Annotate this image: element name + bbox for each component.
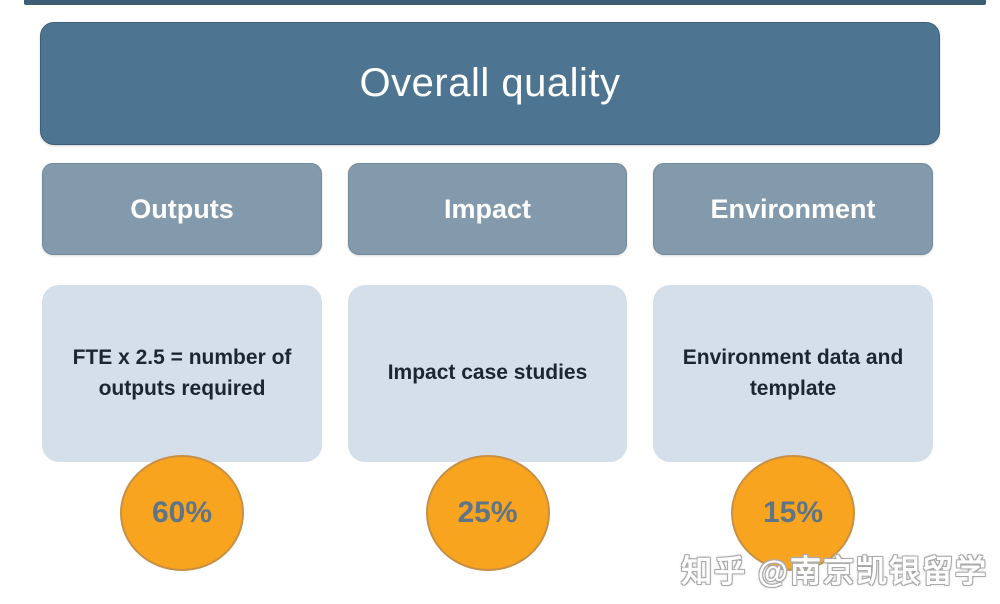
impact-description-text: Impact case studies: [387, 361, 588, 385]
watermark-text: 知乎 @南京凯银留学: [681, 554, 988, 589]
column-impact: Impact Impact case studies 25%: [348, 163, 627, 604]
outputs-description-box: FTE x 2.5 = number of outputs required: [42, 285, 322, 462]
impact-percent-circle: 25%: [425, 455, 550, 571]
column-environment: Environment Environment data and templat…: [653, 163, 933, 604]
watermark: 知乎 @南京凯银留学: [681, 546, 988, 591]
outputs-header-label: Outputs: [130, 193, 234, 224]
environment-header-label: Environment: [710, 193, 876, 224]
overall-quality-label: Overall quality: [359, 61, 621, 105]
impact-header-label: Impact: [443, 193, 532, 224]
environment-description-box: Environment data and template: [653, 285, 933, 462]
environment-percent-label: 15%: [762, 496, 824, 529]
top-crop-strip: [24, 0, 986, 5]
overall-quality-box: Overall quality: [40, 22, 940, 145]
environment-percent-circle: 15%: [731, 455, 855, 571]
environment-description-text: Environment data and template: [682, 346, 904, 400]
impact-header-box: Impact: [348, 163, 627, 255]
environment-header-box: Environment: [653, 163, 933, 255]
impact-percent-label: 25%: [457, 496, 518, 529]
outputs-percent-label: 60%: [151, 496, 213, 529]
outputs-header-box: Outputs: [42, 163, 322, 255]
outputs-description-text: FTE x 2.5 = number of outputs required: [72, 346, 292, 400]
outputs-percent-circle: 60%: [120, 455, 244, 571]
impact-description-box: Impact case studies: [348, 285, 627, 462]
column-outputs: Outputs FTE x 2.5 = number of outputs re…: [42, 163, 322, 604]
